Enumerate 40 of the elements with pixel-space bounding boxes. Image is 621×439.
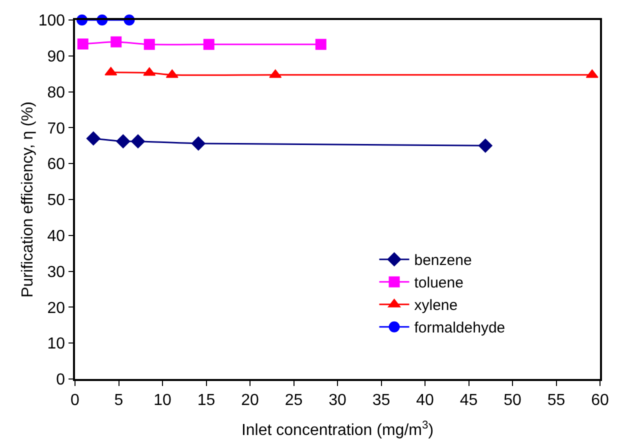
point bbox=[116, 134, 130, 148]
point bbox=[110, 36, 122, 48]
point bbox=[315, 38, 326, 50]
legend-label: formaldehyde bbox=[414, 320, 506, 337]
y-tick-label: 80 bbox=[47, 84, 66, 102]
y-tick-label: 60 bbox=[47, 156, 66, 174]
point bbox=[203, 38, 214, 50]
y-tick-label: 40 bbox=[47, 228, 66, 245]
x-tick-label: 60 bbox=[591, 392, 609, 409]
y-tick-label: 0 bbox=[56, 372, 66, 389]
x-tick-label: 40 bbox=[416, 392, 434, 409]
y-tick-label: 70 bbox=[47, 120, 66, 138]
y-tick-label: 50 bbox=[47, 192, 66, 210]
x-tick-label: 15 bbox=[197, 392, 216, 409]
y-tick-label: 90 bbox=[47, 48, 66, 66]
x-tick-label: 5 bbox=[114, 392, 124, 409]
x-tick-label: 55 bbox=[547, 392, 566, 409]
y-tick-label: 20 bbox=[47, 300, 66, 317]
x-tick-label: 0 bbox=[70, 392, 80, 409]
x-tick-label: 10 bbox=[154, 392, 172, 409]
x-tick-label: 25 bbox=[284, 392, 303, 409]
y-tick-label: 100 bbox=[38, 12, 66, 30]
x-axis-title: Inlet concentration (mg/m$^{3}$) bbox=[241, 419, 434, 439]
point bbox=[478, 138, 492, 153]
x-tick-label: 20 bbox=[241, 392, 259, 409]
y-tick-label: 30 bbox=[47, 264, 66, 281]
point bbox=[191, 136, 206, 150]
y-axis-title: Purification efficiency, η (%) bbox=[20, 102, 36, 298]
legend-label: benzene bbox=[414, 252, 472, 270]
point bbox=[144, 38, 155, 50]
legend-label: toluene bbox=[414, 274, 464, 292]
x-tick-label: 30 bbox=[328, 392, 346, 409]
y-tick-label: 10 bbox=[47, 336, 66, 353]
point bbox=[77, 38, 88, 50]
point bbox=[131, 134, 145, 148]
x-tick-label: 35 bbox=[372, 392, 390, 409]
x-tick-label: 50 bbox=[504, 392, 522, 409]
point bbox=[86, 131, 100, 146]
x-tick-label: 45 bbox=[460, 392, 478, 409]
legend-label: xylene bbox=[414, 297, 458, 314]
